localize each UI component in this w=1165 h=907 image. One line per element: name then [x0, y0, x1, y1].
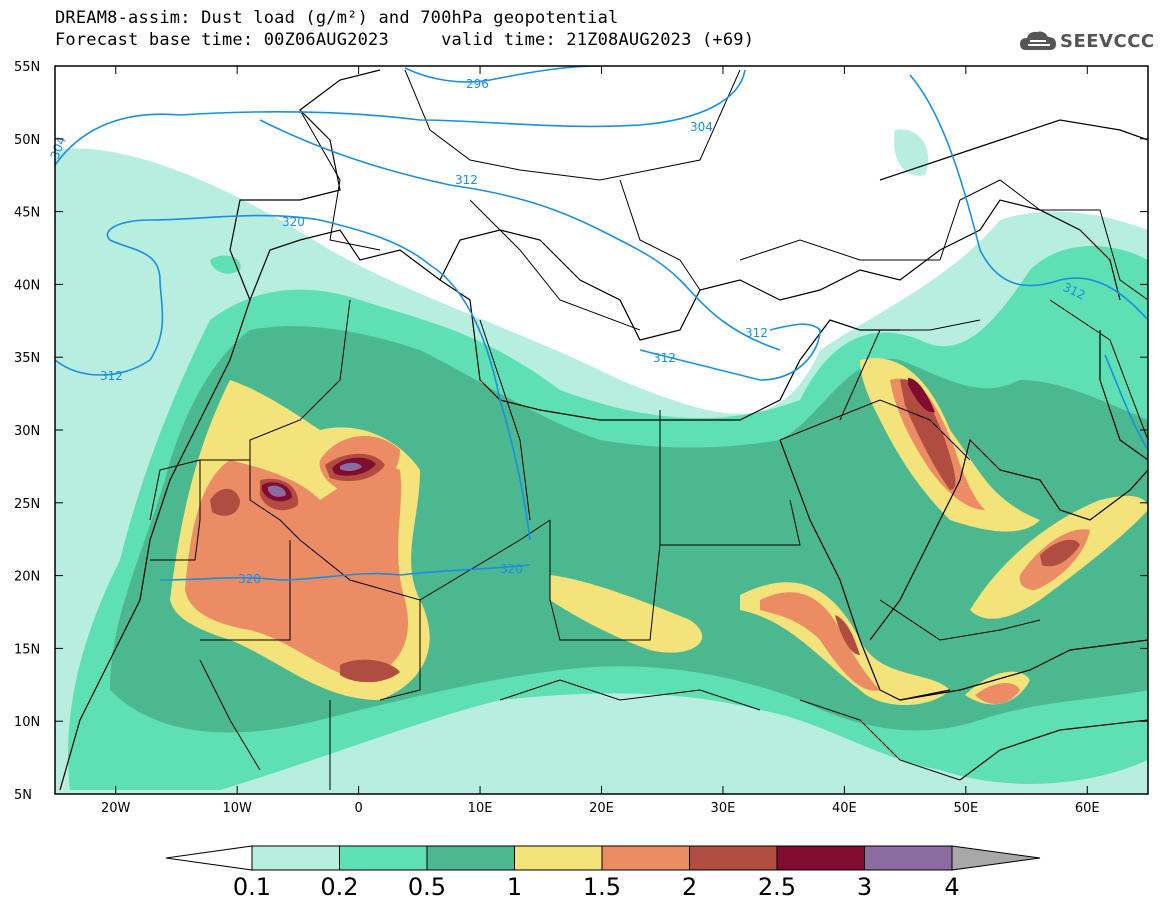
- dust-band-2: [210, 488, 240, 516]
- lon-tick-label: 50E: [953, 801, 978, 816]
- contour-label: 312: [455, 173, 478, 187]
- colorbar-label: 2.5: [758, 873, 796, 901]
- colorbar-swatch: [339, 845, 428, 871]
- lat-tick-label: 50N: [14, 133, 40, 148]
- colorbar: 0.1 0.2 0.5 1 1.5 2 2.5 3 4: [165, 845, 1041, 901]
- dust-band-3: [268, 485, 286, 497]
- latitude-axis: 55N 50N 45N 40N 35N 30N 25N 20N 15N 10N …: [14, 60, 40, 803]
- dust-field: [55, 66, 1148, 794]
- longitude-axis: 20W 10W 0 10E 20E 30E 40E 50E 60E: [101, 801, 1100, 816]
- colorbar-swatch: [514, 845, 603, 871]
- colorbar-min-arrow: [165, 845, 253, 871]
- colorbar-label: 3: [857, 873, 872, 901]
- colorbar-swatch: [864, 845, 953, 871]
- colorbar-swatch: [601, 845, 690, 871]
- contour-label: 320: [282, 215, 305, 229]
- geopotential-contours: [55, 66, 1148, 581]
- colorbar-swatch: [776, 845, 865, 871]
- lat-tick-label: 30N: [14, 424, 40, 439]
- contour-label: 312: [653, 351, 676, 365]
- lat-tick-label: 40N: [14, 278, 40, 293]
- colorbar-swatch: [251, 845, 340, 871]
- map-title: DREAM8-assim: Dust load (g/m²) and 700hP…: [55, 8, 619, 28]
- lat-tick-label: 5N: [14, 788, 32, 803]
- colorbar-label: 4: [944, 873, 959, 901]
- lon-tick-label: 40E: [832, 801, 857, 816]
- lat-tick-label: 35N: [14, 351, 40, 366]
- lon-tick-label: 20E: [589, 801, 614, 816]
- colorbar-label: 0.1: [233, 873, 271, 901]
- colorbar-swatch: [426, 845, 515, 871]
- colorbar-label: 1.5: [583, 873, 621, 901]
- contour-label: 320: [238, 572, 261, 586]
- lat-tick-label: 20N: [14, 570, 40, 585]
- dust-band-1.5: [185, 460, 408, 680]
- contour-label: 312: [745, 326, 768, 340]
- forecast-time-subtitle: Forecast base time: 00Z06AUG2023 valid t…: [55, 30, 755, 50]
- lon-tick-label: 0: [354, 801, 362, 816]
- coastlines: [59, 69, 1148, 791]
- lat-tick-label: 15N: [14, 642, 40, 657]
- logo-text: SEEVCCC: [1060, 31, 1155, 52]
- colorbar-label: 1: [507, 873, 522, 901]
- lat-tick-label: 45N: [14, 206, 40, 221]
- colorbar-label: 2: [682, 873, 697, 901]
- lon-tick-label: 10E: [468, 801, 493, 816]
- lon-tick-label: 10W: [222, 801, 252, 816]
- lon-tick-label: 30E: [711, 801, 736, 816]
- contour-label: 320: [500, 562, 523, 576]
- lon-tick-label: 60E: [1075, 801, 1100, 816]
- lon-tick-label: 20W: [101, 801, 131, 816]
- lat-tick-label: 55N: [14, 60, 40, 75]
- colorbar-label: 0.2: [320, 873, 358, 901]
- lat-tick-label: 25N: [14, 497, 40, 512]
- contour-label: 312: [100, 369, 123, 383]
- cloud-logo-icon: [1020, 31, 1056, 50]
- colorbar-label: 0.5: [408, 873, 446, 901]
- country-borders: [149, 69, 1148, 790]
- lat-tick-label: 10N: [14, 715, 40, 730]
- contour-label: 304: [690, 120, 713, 134]
- colorbar-swatch: [689, 845, 778, 871]
- colorbar-max-arrow: [951, 845, 1041, 871]
- contour-label: 296: [466, 77, 489, 91]
- axis-ticks: [55, 65, 1148, 795]
